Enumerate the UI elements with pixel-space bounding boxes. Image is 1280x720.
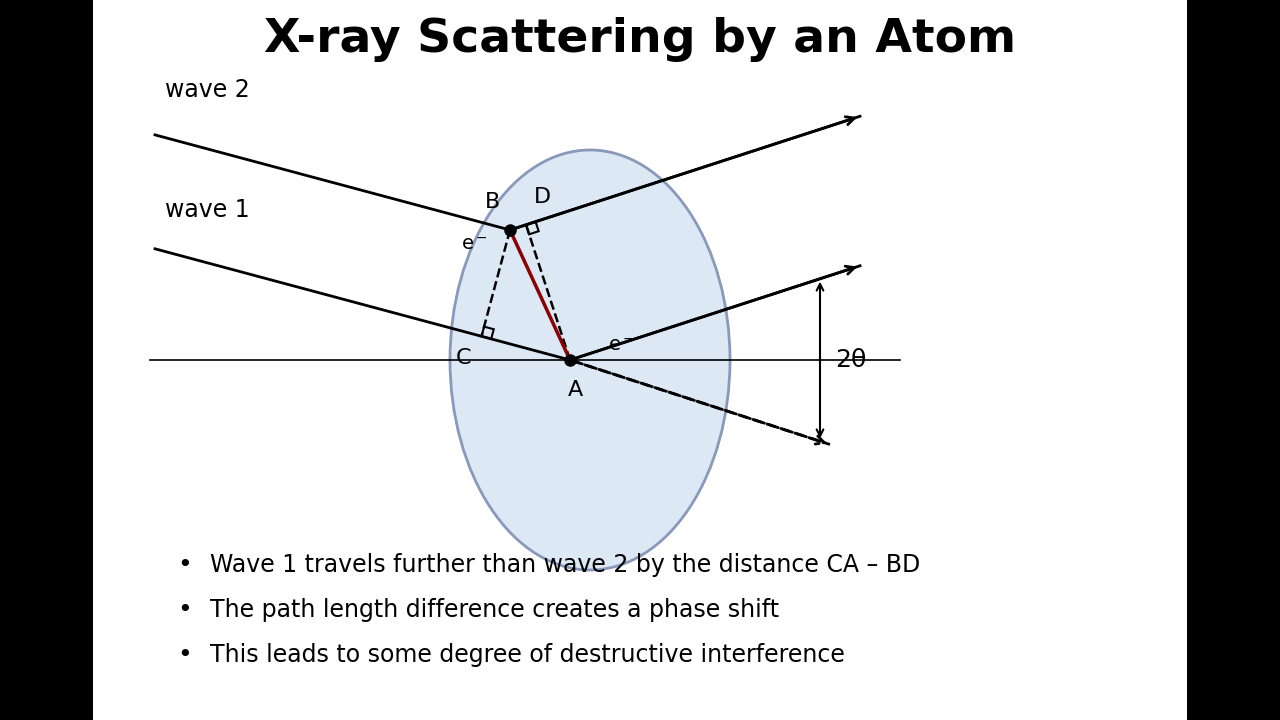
Text: e$^-$: e$^-$	[608, 336, 635, 354]
Text: The path length difference creates a phase shift: The path length difference creates a pha…	[210, 598, 780, 622]
Ellipse shape	[451, 150, 730, 570]
Text: wave 1: wave 1	[165, 198, 250, 222]
Text: 2θ: 2θ	[835, 348, 867, 372]
Text: e$^-$: e$^-$	[461, 235, 488, 254]
Text: A: A	[567, 380, 582, 400]
Text: wave 2: wave 2	[165, 78, 250, 102]
Text: This leads to some degree of destructive interference: This leads to some degree of destructive…	[210, 643, 845, 667]
Text: •: •	[178, 643, 192, 667]
Text: C: C	[456, 348, 471, 369]
Bar	[1187, 0, 1280, 720]
Text: Wave 1 travels further than wave 2 by the distance CA – BD: Wave 1 travels further than wave 2 by th…	[210, 553, 920, 577]
Bar	[0, 0, 93, 720]
Text: •: •	[178, 553, 192, 577]
Text: •: •	[178, 598, 192, 622]
Text: D: D	[534, 186, 552, 207]
Text: X-ray Scattering by an Atom: X-ray Scattering by an Atom	[264, 17, 1016, 63]
Text: B: B	[485, 192, 500, 212]
